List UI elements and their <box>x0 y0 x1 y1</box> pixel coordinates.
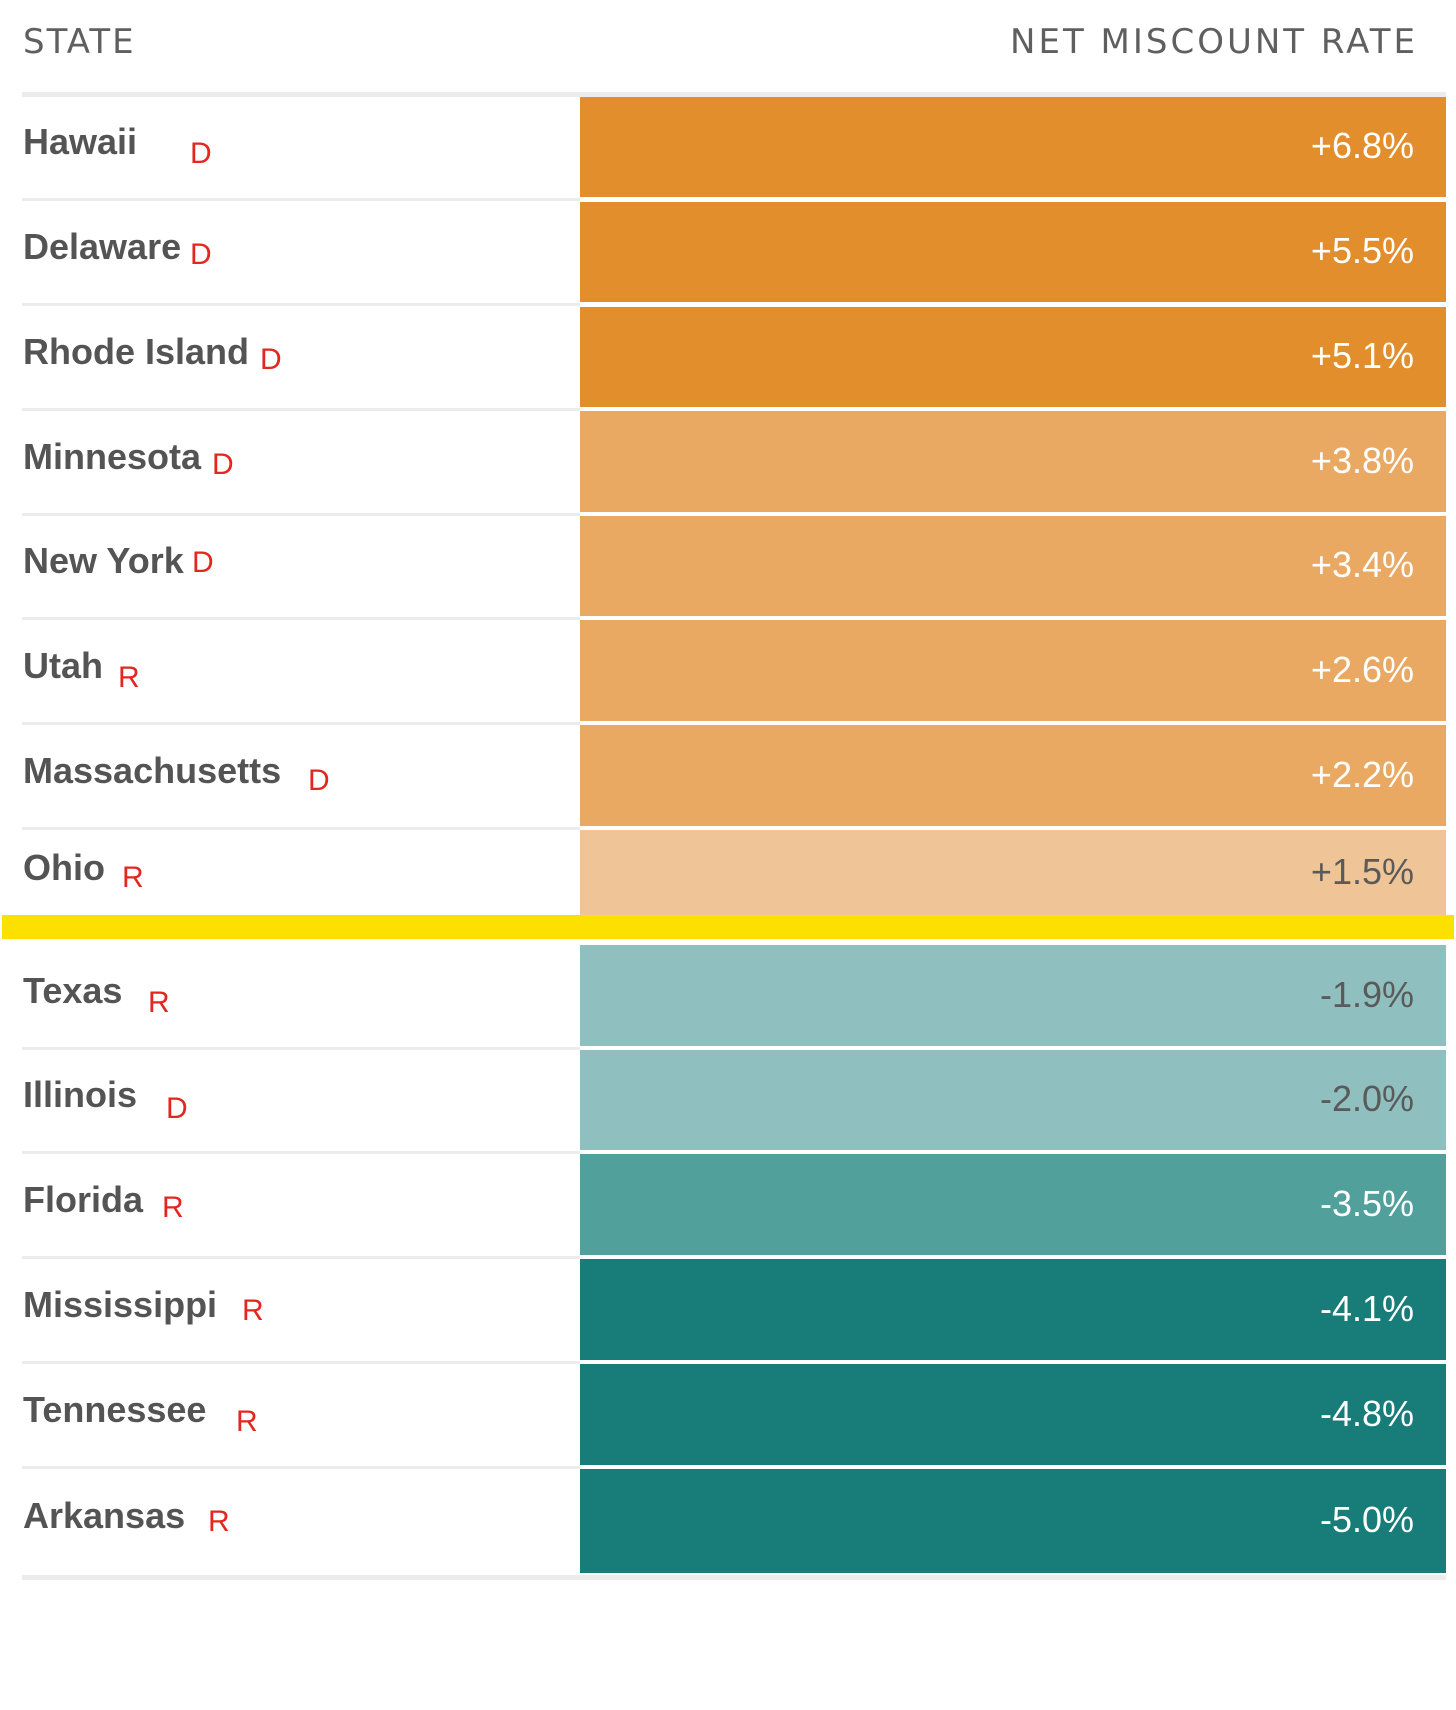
party-label: D <box>212 447 234 481</box>
state-name: Massachusetts <box>23 749 282 791</box>
state-name: Texas <box>23 969 123 1011</box>
row-divider <box>22 1466 580 1469</box>
row-divider <box>22 198 580 201</box>
zero-divider-highlight <box>2 915 1454 939</box>
row-divider <box>22 722 580 725</box>
rate-value: +2.2% <box>1310 753 1414 795</box>
table-header: STATE NET MISCOUNT RATE <box>0 0 1456 86</box>
party-label: D <box>192 546 214 579</box>
table-row: Delaware D +5.5% <box>0 202 1456 302</box>
table-row: Rhode Island D +5.1% <box>0 307 1456 407</box>
table-row: Minnesota D +3.8% <box>0 411 1456 512</box>
state-name: Tennessee <box>23 1388 207 1430</box>
table-row: Texas R -1.9% <box>0 945 1456 1046</box>
rate-value: +3.8% <box>1310 439 1414 481</box>
bottom-divider <box>22 1575 1446 1580</box>
state-name: Utah <box>23 644 103 686</box>
row-divider <box>22 1151 580 1154</box>
party-label: R <box>122 860 144 894</box>
rate-bar: +3.4% <box>580 516 1446 616</box>
party-label: R <box>242 1293 264 1327</box>
state-name: Florida <box>23 1178 144 1220</box>
rate-value: -3.5% <box>1319 1182 1414 1224</box>
state-name: Illinois <box>23 1074 138 1115</box>
rate-bar: +2.2% <box>580 725 1446 826</box>
state-name: New York <box>23 540 184 581</box>
state-name: Delaware <box>23 226 182 267</box>
state-name: Hawaii <box>23 121 138 162</box>
party-label: R <box>208 1505 230 1538</box>
table-row: Utah R +2.6% <box>0 620 1456 721</box>
rate-bar: -3.5% <box>580 1154 1446 1255</box>
table-row: Illinois D -2.0% <box>0 1050 1456 1150</box>
rate-value: +6.8% <box>1310 125 1414 166</box>
rate-bar: +5.1% <box>580 307 1446 407</box>
table-row: Hawaii D +6.8% <box>0 97 1456 197</box>
table-row: Ohio R +1.5% <box>0 830 1456 915</box>
party-label: D <box>308 763 330 797</box>
row-divider <box>22 1047 580 1050</box>
table-row: Florida R -3.5% <box>0 1154 1456 1255</box>
party-label: R <box>118 660 140 694</box>
rate-bar: -1.9% <box>580 945 1446 1046</box>
rate-value: +1.5% <box>1310 850 1414 892</box>
state-name: Mississippi <box>23 1283 218 1325</box>
rate-value: +5.1% <box>1310 335 1414 376</box>
rate-value: -4.8% <box>1319 1392 1414 1434</box>
header-divider <box>22 92 1446 97</box>
row-divider <box>22 1361 580 1364</box>
rate-value: -1.9% <box>1319 973 1414 1015</box>
rate-bar: -4.1% <box>580 1259 1446 1360</box>
row-divider <box>22 408 580 411</box>
table-row: Tennessee R -4.8% <box>0 1364 1456 1465</box>
rate-bar: +1.5% <box>580 830 1446 915</box>
rate-value: -5.0% <box>1319 1499 1414 1540</box>
party-label: D <box>166 1092 188 1125</box>
rate-bar: -2.0% <box>580 1050 1446 1150</box>
rate-value: +3.4% <box>1310 544 1414 585</box>
rate-value: +2.6% <box>1310 648 1414 690</box>
rate-bar: +5.5% <box>580 202 1446 302</box>
rate-bar: +2.6% <box>580 620 1446 721</box>
column-header-net-miscount-rate: NET MISCOUNT RATE <box>1010 22 1418 62</box>
party-label: D <box>190 137 212 170</box>
row-divider <box>22 303 580 306</box>
rate-bar: +3.8% <box>580 411 1446 512</box>
column-header-state: STATE <box>23 22 136 62</box>
rate-bar: +6.8% <box>580 97 1446 197</box>
party-label: R <box>148 985 170 1019</box>
rate-value: +5.5% <box>1310 230 1414 271</box>
state-name: Minnesota <box>23 435 202 477</box>
table-row: New York D +3.4% <box>0 516 1456 616</box>
party-label: D <box>190 238 212 271</box>
table-row: Mississippi R -4.1% <box>0 1259 1456 1360</box>
row-divider <box>22 513 580 516</box>
rate-value: -2.0% <box>1319 1078 1414 1119</box>
party-label: R <box>236 1404 258 1438</box>
party-label: D <box>260 343 282 376</box>
table-row: Arkansas R -5.0% <box>0 1469 1456 1573</box>
state-name: Ohio <box>23 846 105 888</box>
row-divider <box>22 1256 580 1259</box>
rate-bar: -4.8% <box>580 1364 1446 1465</box>
table-row: Massachusetts D +2.2% <box>0 725 1456 826</box>
state-name: Rhode Island <box>23 331 250 372</box>
party-label: R <box>162 1190 184 1224</box>
rate-bar: -5.0% <box>580 1469 1446 1573</box>
row-divider <box>22 617 580 620</box>
rate-value: -4.1% <box>1319 1287 1414 1329</box>
row-divider <box>22 827 580 830</box>
state-name: Arkansas <box>23 1495 186 1536</box>
